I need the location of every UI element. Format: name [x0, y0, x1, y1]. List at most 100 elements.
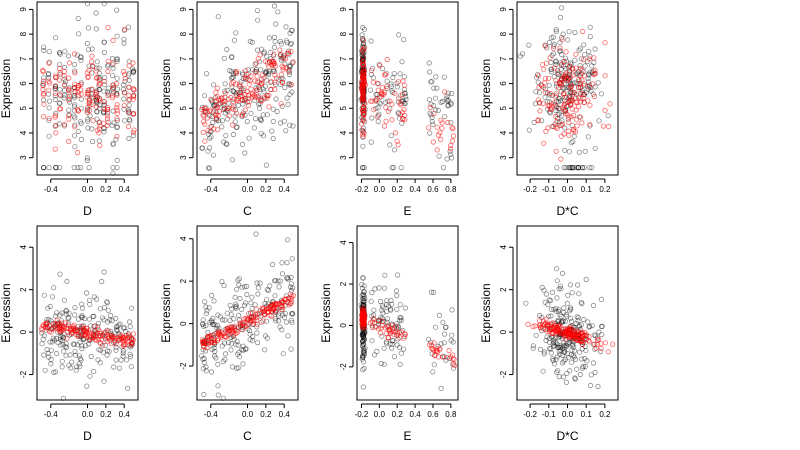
data-point-black — [219, 278, 225, 285]
data-point-red — [72, 89, 78, 95]
data-point-black — [105, 63, 111, 69]
data-point-red — [579, 67, 585, 74]
data-point-black — [564, 350, 571, 357]
data-point-black — [549, 289, 556, 295]
data-point-black — [567, 368, 573, 374]
data-point-black — [221, 55, 227, 62]
data-point-black — [85, 116, 91, 122]
data-point-black — [361, 289, 367, 295]
data-point-red — [91, 331, 97, 337]
data-point-red — [84, 105, 91, 111]
x-tick-label: -0.2 — [355, 410, 369, 419]
data-point-black — [243, 300, 249, 306]
data-point-black — [59, 358, 65, 364]
data-point-black — [425, 336, 432, 342]
data-point-black — [200, 356, 206, 362]
data-point-black — [285, 101, 291, 108]
y-axis-title: Expression — [479, 283, 493, 342]
data-point-red — [448, 142, 454, 149]
data-point-black — [554, 354, 560, 360]
data-point-black — [360, 346, 367, 352]
data-point-black — [121, 36, 127, 42]
data-point-black — [360, 301, 366, 307]
data-point-black — [277, 38, 283, 45]
data-point-red — [57, 106, 64, 112]
data-point-black — [546, 339, 552, 345]
data-point-black — [554, 344, 561, 350]
data-point-red — [243, 75, 249, 82]
data-point-black — [236, 282, 242, 288]
data-point-black — [52, 96, 59, 103]
data-point-black — [441, 331, 448, 337]
data-point-red — [402, 331, 408, 338]
data-point-black — [199, 145, 205, 151]
y-tick-label: -2 — [499, 370, 508, 378]
data-point-red — [378, 330, 384, 336]
data-point-black — [209, 292, 215, 299]
data-point-red — [569, 333, 575, 339]
data-point-black — [122, 78, 128, 85]
data-point-black — [599, 331, 605, 338]
data-point-red — [121, 103, 127, 109]
data-point-black — [66, 362, 72, 368]
data-point-black — [553, 28, 560, 34]
data-point-black — [575, 165, 582, 171]
data-point-black — [428, 79, 434, 85]
data-point-red — [260, 318, 266, 324]
data-point-black — [566, 308, 573, 314]
data-point-black — [49, 294, 56, 300]
y-tick-label: 5 — [179, 105, 188, 110]
data-point-red — [40, 67, 46, 74]
y-tick-label: -2 — [179, 362, 188, 370]
data-point-black — [287, 62, 293, 68]
data-point-black — [263, 318, 270, 324]
x-tick-label: 0.4 — [119, 185, 131, 194]
data-point-black — [584, 358, 590, 364]
data-point-black — [109, 122, 115, 128]
data-point-black — [384, 78, 390, 84]
data-point-black — [61, 297, 68, 303]
data-point-black — [50, 335, 56, 341]
data-point-black — [97, 70, 103, 77]
data-point-black — [558, 97, 564, 104]
data-point-black — [72, 115, 78, 121]
data-point-red — [207, 332, 213, 339]
data-point-black — [98, 347, 104, 353]
data-point-red — [288, 81, 295, 88]
data-point-red — [264, 95, 270, 101]
data-point-black — [379, 333, 385, 339]
data-point-black — [579, 165, 585, 171]
data-point-black — [576, 291, 582, 297]
data-point-red — [361, 68, 367, 74]
data-point-red — [130, 93, 136, 99]
data-point-red — [118, 332, 124, 338]
data-point-black — [111, 89, 117, 95]
data-point-black — [386, 303, 392, 309]
data-point-black — [235, 351, 241, 357]
data-point-black — [272, 293, 278, 299]
data-point-red — [581, 81, 587, 87]
data-point-black — [101, 49, 108, 56]
data-point-black — [574, 70, 581, 76]
data-point-black — [106, 348, 112, 354]
data-point-black — [205, 165, 212, 171]
data-point-red — [391, 332, 397, 338]
data-point-black — [253, 66, 260, 73]
x-tick-label: 0.8 — [445, 185, 457, 194]
data-point-black — [130, 133, 136, 139]
data-point-red — [401, 82, 407, 88]
data-point-black — [64, 344, 70, 351]
data-point-black — [361, 335, 367, 341]
data-point-black — [93, 26, 99, 32]
data-point-red — [559, 121, 566, 127]
data-point-black — [566, 165, 572, 171]
data-point-black — [200, 321, 206, 327]
data-point-black — [397, 317, 403, 323]
data-point-black — [381, 345, 387, 351]
data-point-black — [288, 311, 295, 317]
data-point-black — [391, 353, 397, 360]
data-point-black — [556, 111, 563, 117]
data-point-red — [248, 317, 254, 323]
data-point-black — [261, 49, 267, 55]
